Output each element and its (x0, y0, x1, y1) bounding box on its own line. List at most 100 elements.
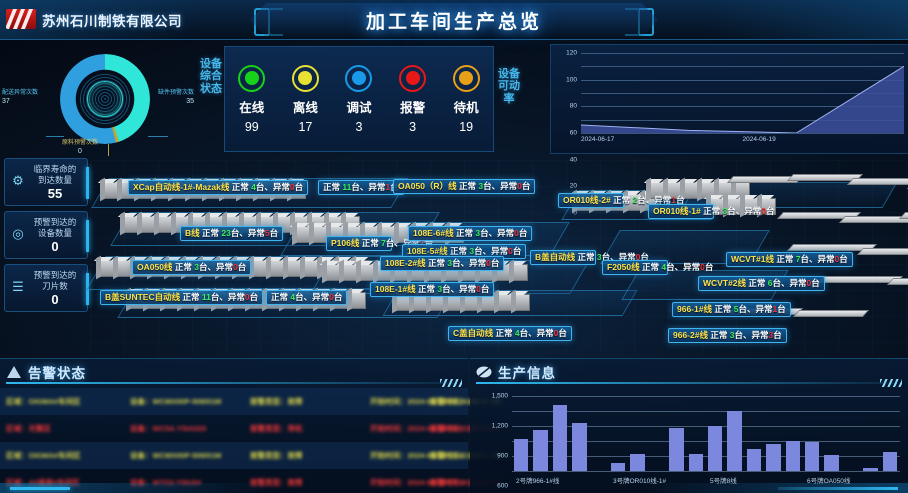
production-bar[interactable] (882, 451, 897, 471)
line-name: B盖自动线 (535, 252, 576, 262)
production-bar[interactable] (611, 462, 626, 471)
production-bar[interactable] (630, 453, 645, 471)
production-bar[interactable] (688, 454, 703, 471)
company-logo-icon (6, 9, 36, 29)
production-bar[interactable] (863, 468, 878, 471)
alarm-cell: 区域：OIGMA#车间区 (6, 397, 81, 406)
production-x-tick: 3号牌OR010线-1# (613, 478, 667, 485)
status-ring-alarm (399, 64, 427, 92)
availability-gridline: 120 (566, 50, 904, 57)
line-status-label[interactable]: OR010线-2# 正常 2台、异常1台 (558, 193, 685, 209)
line-status-label[interactable]: OA050线 正常 3台、异常0台 (132, 260, 252, 276)
line-status-label[interactable]: B线 正常 23台、异常5台 (180, 226, 284, 242)
production-bar[interactable] (533, 430, 548, 471)
line-ng-label: 异常 (312, 292, 330, 302)
line-status-label[interactable]: 108E-1#线 正常 3台、异常0台 (370, 282, 495, 298)
production-bar[interactable] (514, 439, 529, 471)
gear-cluster-icon: ⚙ (12, 173, 24, 188)
alarm-row[interactable]: 区域：A5盖旋#车间区 设备：W7O2-Y5IU0# 报警类型：故障 开始时间：202… (0, 469, 502, 493)
line-ok-label: 正常 (776, 254, 794, 264)
target-icon: ◎ (12, 226, 24, 241)
availability-gridline: 100 (566, 66, 904, 83)
status-name-offline: 离线 (292, 100, 318, 115)
line-status-label[interactable]: OR010线-1# 正常 3台、异常0台 (648, 204, 775, 220)
status-item-alarm[interactable]: 报警 3 (388, 64, 438, 134)
line-ng-label: 异常 (755, 304, 773, 314)
line-ng-unit: 台 (249, 292, 259, 302)
line-status-label[interactable]: P106线 正常 7台、异常1台 (326, 236, 433, 252)
line-ok-unit: 台、 (385, 238, 403, 248)
availability-x-tick: 2024-06-17 (581, 136, 615, 143)
line-status-label[interactable]: WCVT#2线 正常 6台、异常0台 (698, 276, 825, 292)
production-bar[interactable] (824, 455, 839, 471)
alarm-row[interactable]: 区域：光整区 设备：WC5A-Y5IA020 报警类型：停机 开始时间：2024-06… (0, 415, 498, 442)
factory-machine[interactable] (351, 292, 366, 309)
line-ok-unit: 台、 (198, 262, 216, 272)
line-ng-unit: 台 (521, 181, 531, 191)
production-bar[interactable] (552, 405, 568, 471)
line-status-label[interactable]: OA050（R）线 正常 3台、异常0台 (393, 179, 536, 195)
alarm-cell: 设备：WCMX00P-509/01M (130, 451, 222, 460)
line-ng-unit: 台 (490, 258, 500, 268)
line-status-label[interactable]: 108E-2#线 正常 3台、异常0台 (380, 256, 505, 272)
production-bar[interactable] (785, 441, 800, 471)
kpi-card-critical-life[interactable]: ⚙ 临界寿命的 到达数量 55 (4, 158, 89, 206)
factory-machine[interactable] (515, 294, 530, 311)
line-status-label[interactable]: 108E-6#线 正常 3台、异常0台 (408, 226, 533, 242)
line-ok-unit: 台、 (483, 181, 501, 191)
line-status-label[interactable]: WCVT#1线 正常 7台、异常0台 (726, 252, 853, 268)
alarm-cell: 区域：光整区 (6, 424, 51, 433)
availability-x-tick: 2024-06-19 (742, 136, 776, 143)
line-status-label[interactable]: 966-1#线 正常 5台、异常1台 (672, 302, 791, 318)
line-status-label[interactable]: B盖SUNTEC自动线 正常 11台、异常0台 (100, 290, 264, 306)
line-ok-label: 正常 (323, 182, 341, 192)
alarm-row[interactable]: 区域：OIGMA#车间区 设备：WCMX00P-509/01M 报警类型：故障 开始时… (0, 442, 502, 469)
line-status-label[interactable]: 108E-5#线 正常 3台、异常0台 (402, 244, 527, 260)
device-status-card: 在线 99 离线 17 调试 3 报警 3 (224, 46, 494, 152)
status-item-online[interactable]: 在线 99 (227, 64, 277, 134)
status-name-online: 在线 (239, 100, 265, 115)
line-ok-unit: 台、 (734, 330, 752, 340)
line-status-label[interactable]: F2050线 正常 4台、异常0台 (602, 260, 713, 276)
factory-machine[interactable] (761, 198, 776, 215)
line-status-label[interactable]: 正常 4台、异常0台 (266, 290, 348, 306)
line-status-label[interactable]: C盖自动线 正常 4台、异常0台 (448, 326, 572, 342)
availability-y-tick: 40 (570, 156, 577, 163)
status-value-offline: 17 (298, 119, 313, 134)
line-ok-label: 正常 (703, 206, 721, 216)
kpi-card-warned-devices[interactable]: ◎ 预警到达的 设备数量 0 (4, 211, 89, 259)
alarm-row[interactable]: 区域：OIGMA#车间区 设备：WCMX00P-509/01M 报警类型：故障 开始时… (0, 388, 501, 415)
line-ok-label: 正常 (577, 252, 595, 262)
line-ok-label: 正常 (495, 328, 513, 338)
line-ng-unit: 台 (480, 284, 490, 294)
production-bar[interactable] (708, 425, 723, 471)
line-status-label[interactable]: 966-2#线 正常 3台、异常3台 (668, 328, 787, 344)
line-ng-label: 异常 (227, 292, 245, 302)
line-name: B线 (185, 228, 200, 238)
factory-machine[interactable] (513, 264, 528, 281)
status-item-standby[interactable]: 待机 19 (441, 64, 491, 134)
line-status-label[interactable]: XCap自动线-1#-Mazak线 正常 4台、异常0台 (128, 180, 309, 196)
line-ok-count: 4 (514, 328, 520, 338)
production-bar[interactable] (669, 428, 684, 471)
line-status-label[interactable]: 正常 11台、异常1台 (318, 180, 404, 196)
line-ng-unit: 台 (704, 262, 714, 272)
kpi-card-warned-blades[interactable]: ☰ 预警到达的 刀片数 0 (4, 264, 89, 312)
production-bar[interactable] (766, 443, 781, 471)
availability-y-tick: 60 (569, 129, 577, 137)
production-bar[interactable] (727, 411, 742, 471)
status-item-offline[interactable]: 离线 17 (280, 64, 330, 134)
production-panel-rule (476, 379, 902, 387)
alarm-cell: 报警类型：故障 (250, 397, 303, 406)
production-y-tick: 1,200 (491, 422, 508, 430)
line-status-label[interactable]: B盖自动线 正常 3台、异常0台 (530, 250, 649, 266)
production-bar[interactable] (746, 448, 762, 471)
line-ng-count: 0 (232, 262, 238, 272)
line-ok-unit: 台、 (637, 195, 655, 205)
status-name-standby: 待机 (453, 100, 479, 115)
production-bar[interactable] (572, 423, 587, 471)
production-bar[interactable] (805, 442, 820, 471)
kpi-line1-2: 预警到达的 (33, 270, 77, 280)
status-item-debug[interactable]: 调试 3 (334, 64, 384, 134)
